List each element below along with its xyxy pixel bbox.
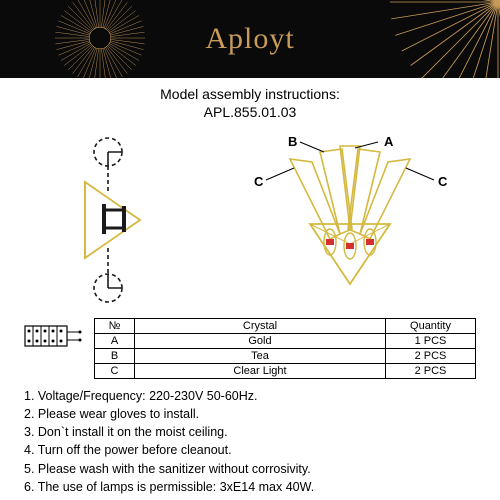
label-b: B [288,134,297,149]
brand-header: Aployt [0,0,500,78]
table-cell: A [95,334,135,349]
table-cell: Clear Light [135,364,386,379]
table-cell: 1 PCS [386,334,476,349]
brand-name: Aployt [205,22,294,56]
sunburst-left-icon [55,0,145,78]
notes-section: Voltage/Frequency: 220-230V 50-60Hz.Plea… [0,379,500,496]
table-row: CClear Light2 PCS [95,364,476,379]
sunburst-right-icon [390,0,500,78]
table-row: BTea2 PCS [95,349,476,364]
table-header: Crystal [135,319,386,334]
note-item: Please wash with the sanitizer without c… [24,460,476,478]
note-item: Please wear gloves to install. [24,405,476,423]
table-cell: 2 PCS [386,364,476,379]
table-area: №CrystalQuantity AGold1 PCSBTea2 PCSCCle… [0,318,500,379]
parts-table: №CrystalQuantity AGold1 PCSBTea2 PCSCCle… [94,318,476,379]
note-item: The use of lamps is permissible: 3xE14 m… [24,478,476,496]
table-cell: 2 PCS [386,349,476,364]
label-a: A [384,134,394,149]
table-header: Quantity [386,319,476,334]
note-item: Don`t install it on the moist ceiling. [24,423,476,441]
subtitle-line1: Model assembly instructions: [160,86,340,102]
table-cell: C [95,364,135,379]
note-item: Turn off the power before cleanout. [24,441,476,459]
table-cell: Gold [135,334,386,349]
subtitle-model: APL.855.01.03 [0,104,500,120]
table-header: № [95,319,135,334]
label-c-left: C [254,174,264,189]
table-cell: Tea [135,349,386,364]
note-item: Voltage/Frequency: 220-230V 50-60Hz. [24,387,476,405]
table-row: AGold1 PCS [95,334,476,349]
terminal-block-icon [24,322,82,352]
diagram-area: A B C C [0,124,500,314]
table-cell: B [95,349,135,364]
label-c-right: C [438,174,448,189]
assembly-diagram: A B C C [0,124,500,314]
page-subtitle: Model assembly instructions: APL.855.01.… [0,86,500,120]
